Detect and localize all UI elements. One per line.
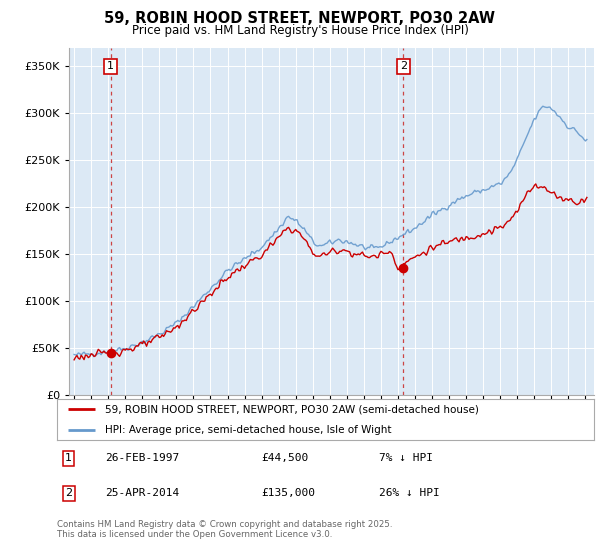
Text: 2: 2 (400, 62, 407, 71)
Text: Contains HM Land Registry data © Crown copyright and database right 2025.
This d: Contains HM Land Registry data © Crown c… (57, 520, 392, 539)
Text: 7% ↓ HPI: 7% ↓ HPI (379, 454, 433, 464)
Text: HPI: Average price, semi-detached house, Isle of Wight: HPI: Average price, semi-detached house,… (106, 425, 392, 435)
Text: £44,500: £44,500 (261, 454, 308, 464)
Text: 1: 1 (107, 62, 114, 71)
Text: Price paid vs. HM Land Registry's House Price Index (HPI): Price paid vs. HM Land Registry's House … (131, 24, 469, 36)
Text: £135,000: £135,000 (261, 488, 315, 498)
Text: 59, ROBIN HOOD STREET, NEWPORT, PO30 2AW: 59, ROBIN HOOD STREET, NEWPORT, PO30 2AW (104, 11, 496, 26)
Text: 2: 2 (65, 488, 72, 498)
Text: 25-APR-2014: 25-APR-2014 (106, 488, 179, 498)
Text: 1: 1 (65, 454, 72, 464)
Text: 26-FEB-1997: 26-FEB-1997 (106, 454, 179, 464)
Text: 26% ↓ HPI: 26% ↓ HPI (379, 488, 440, 498)
Text: 59, ROBIN HOOD STREET, NEWPORT, PO30 2AW (semi-detached house): 59, ROBIN HOOD STREET, NEWPORT, PO30 2AW… (106, 404, 479, 414)
